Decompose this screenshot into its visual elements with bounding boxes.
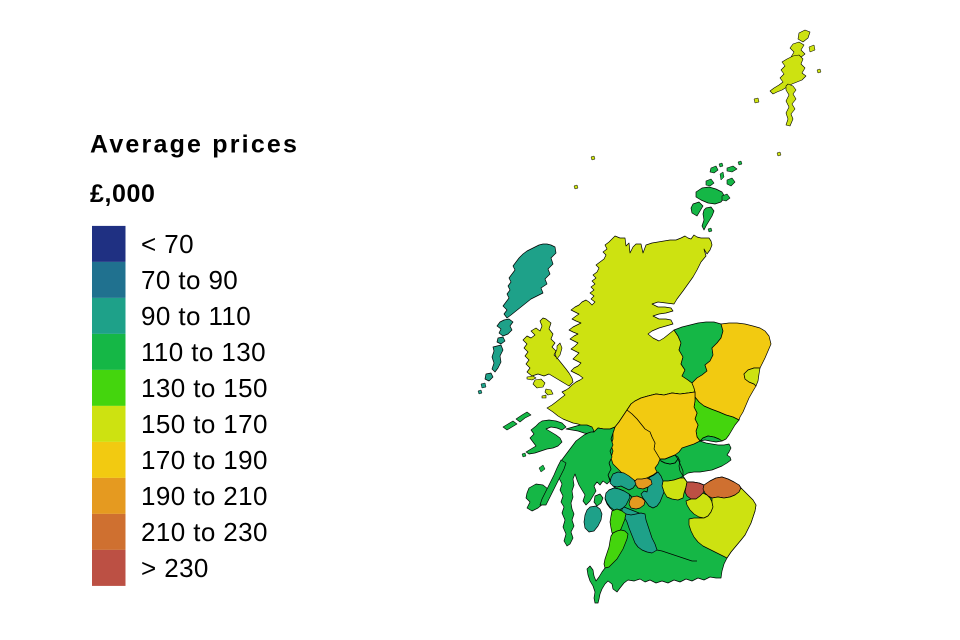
svg-text:150 to 170: 150 to 170	[141, 409, 268, 439]
svg-text:110 to 130: 110 to 130	[141, 337, 266, 367]
svg-text:70 to 90: 70 to 90	[141, 265, 238, 295]
svg-text:170 to 190: 170 to 190	[141, 445, 268, 475]
svg-text:190 to 210: 190 to 210	[141, 481, 268, 511]
svg-text:> 230: > 230	[141, 553, 209, 583]
svg-text:Average prices: Average prices	[90, 131, 299, 159]
svg-text:90 to 110: 90 to 110	[141, 301, 251, 331]
svg-text:210 to 230: 210 to 230	[141, 517, 268, 547]
svg-text:130 to 150: 130 to 150	[141, 373, 268, 403]
svg-text:£,000: £,000	[90, 180, 156, 208]
svg-text:< 70: < 70	[141, 229, 194, 259]
